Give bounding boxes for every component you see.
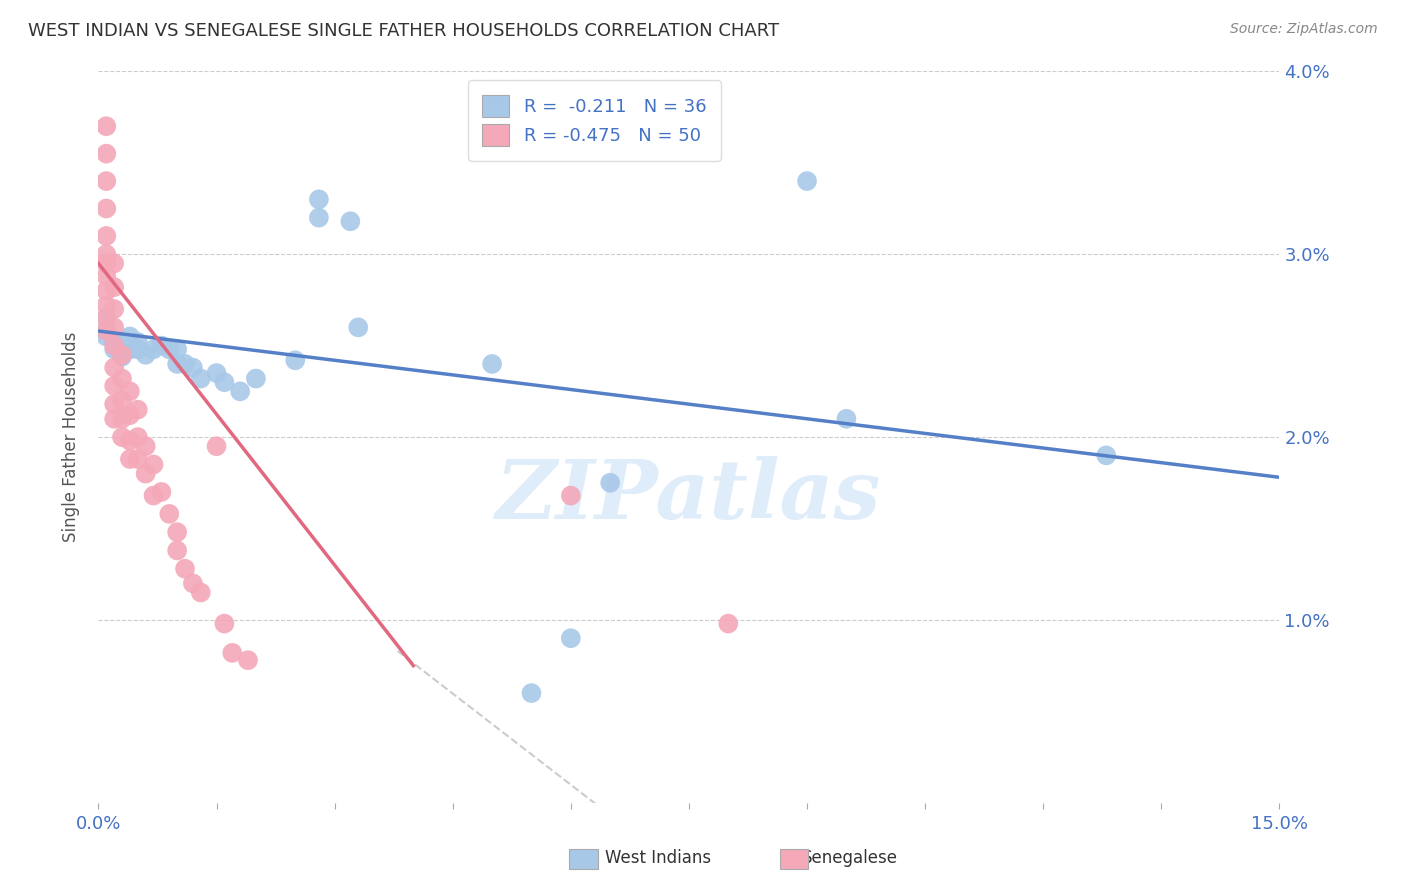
Point	[347, 320, 370, 334]
Point	[214, 616, 236, 631]
Point	[205, 439, 228, 453]
Point	[221, 646, 243, 660]
Point	[127, 430, 149, 444]
Point	[236, 653, 259, 667]
Text: WEST INDIAN VS SENEGALESE SINGLE FATHER HOUSEHOLDS CORRELATION CHART: WEST INDIAN VS SENEGALESE SINGLE FATHER …	[28, 22, 779, 40]
Point	[796, 174, 818, 188]
Point	[111, 393, 134, 408]
Point	[111, 412, 134, 426]
Point	[96, 174, 118, 188]
Point	[150, 338, 173, 352]
Point	[103, 379, 125, 393]
Point	[96, 324, 118, 338]
Point	[135, 467, 157, 481]
Text: West Indians: West Indians	[605, 849, 710, 867]
Point	[103, 334, 125, 349]
Point	[96, 202, 118, 216]
Point	[135, 348, 157, 362]
Point	[481, 357, 503, 371]
Point	[1095, 449, 1118, 463]
Point	[127, 402, 149, 417]
Point	[308, 192, 330, 206]
Point	[190, 585, 212, 599]
Point	[142, 343, 165, 357]
Point	[166, 525, 188, 540]
Point	[284, 353, 307, 368]
Point	[96, 119, 118, 133]
Point	[103, 301, 125, 317]
Point	[96, 311, 118, 326]
Point	[127, 334, 149, 349]
Point	[181, 360, 204, 375]
Point	[96, 298, 118, 312]
Point	[127, 452, 149, 467]
Y-axis label: Single Father Households: Single Father Households	[62, 332, 80, 542]
Point	[127, 343, 149, 357]
Point	[560, 489, 582, 503]
Point	[229, 384, 252, 399]
Legend: R =  -0.211   N = 36, R = -0.475   N = 50: R = -0.211 N = 36, R = -0.475 N = 50	[468, 80, 721, 161]
Point	[111, 350, 134, 364]
Point	[166, 343, 188, 357]
Point	[245, 371, 267, 385]
Point	[103, 256, 125, 270]
Point	[103, 280, 125, 294]
Text: ZIPatlas: ZIPatlas	[496, 456, 882, 535]
Point	[96, 284, 118, 298]
Point	[96, 228, 118, 243]
Point	[111, 348, 134, 362]
Point	[717, 616, 740, 631]
Point	[111, 430, 134, 444]
Point	[96, 146, 118, 161]
Point	[181, 576, 204, 591]
Point	[96, 311, 118, 326]
Text: Senegalese: Senegalese	[801, 849, 897, 867]
Point	[174, 562, 197, 576]
Point	[103, 360, 125, 375]
Text: Source: ZipAtlas.com: Source: ZipAtlas.com	[1230, 22, 1378, 37]
Point	[118, 329, 141, 343]
Point	[835, 412, 858, 426]
Point	[166, 357, 188, 371]
Point	[520, 686, 543, 700]
Point	[157, 343, 180, 357]
Point	[103, 397, 125, 411]
Point	[103, 338, 125, 352]
Point	[118, 343, 141, 357]
Point	[599, 475, 621, 490]
Point	[560, 632, 582, 646]
Point	[103, 412, 125, 426]
Point	[96, 256, 118, 270]
Point	[339, 214, 361, 228]
Point	[96, 269, 118, 284]
Point	[111, 371, 134, 385]
Point	[96, 329, 118, 343]
Point	[118, 384, 141, 399]
Point	[190, 371, 212, 385]
Point	[214, 376, 236, 390]
Point	[118, 408, 141, 422]
Point	[166, 543, 188, 558]
Point	[150, 485, 173, 500]
Point	[103, 343, 125, 357]
Point	[111, 338, 134, 352]
Point	[96, 247, 118, 261]
Point	[142, 458, 165, 472]
Point	[308, 211, 330, 225]
Point	[103, 320, 125, 334]
Point	[142, 489, 165, 503]
Point	[205, 366, 228, 380]
Point	[135, 439, 157, 453]
Point	[96, 324, 118, 338]
Point	[118, 434, 141, 448]
Point	[157, 507, 180, 521]
Point	[118, 452, 141, 467]
Point	[174, 357, 197, 371]
